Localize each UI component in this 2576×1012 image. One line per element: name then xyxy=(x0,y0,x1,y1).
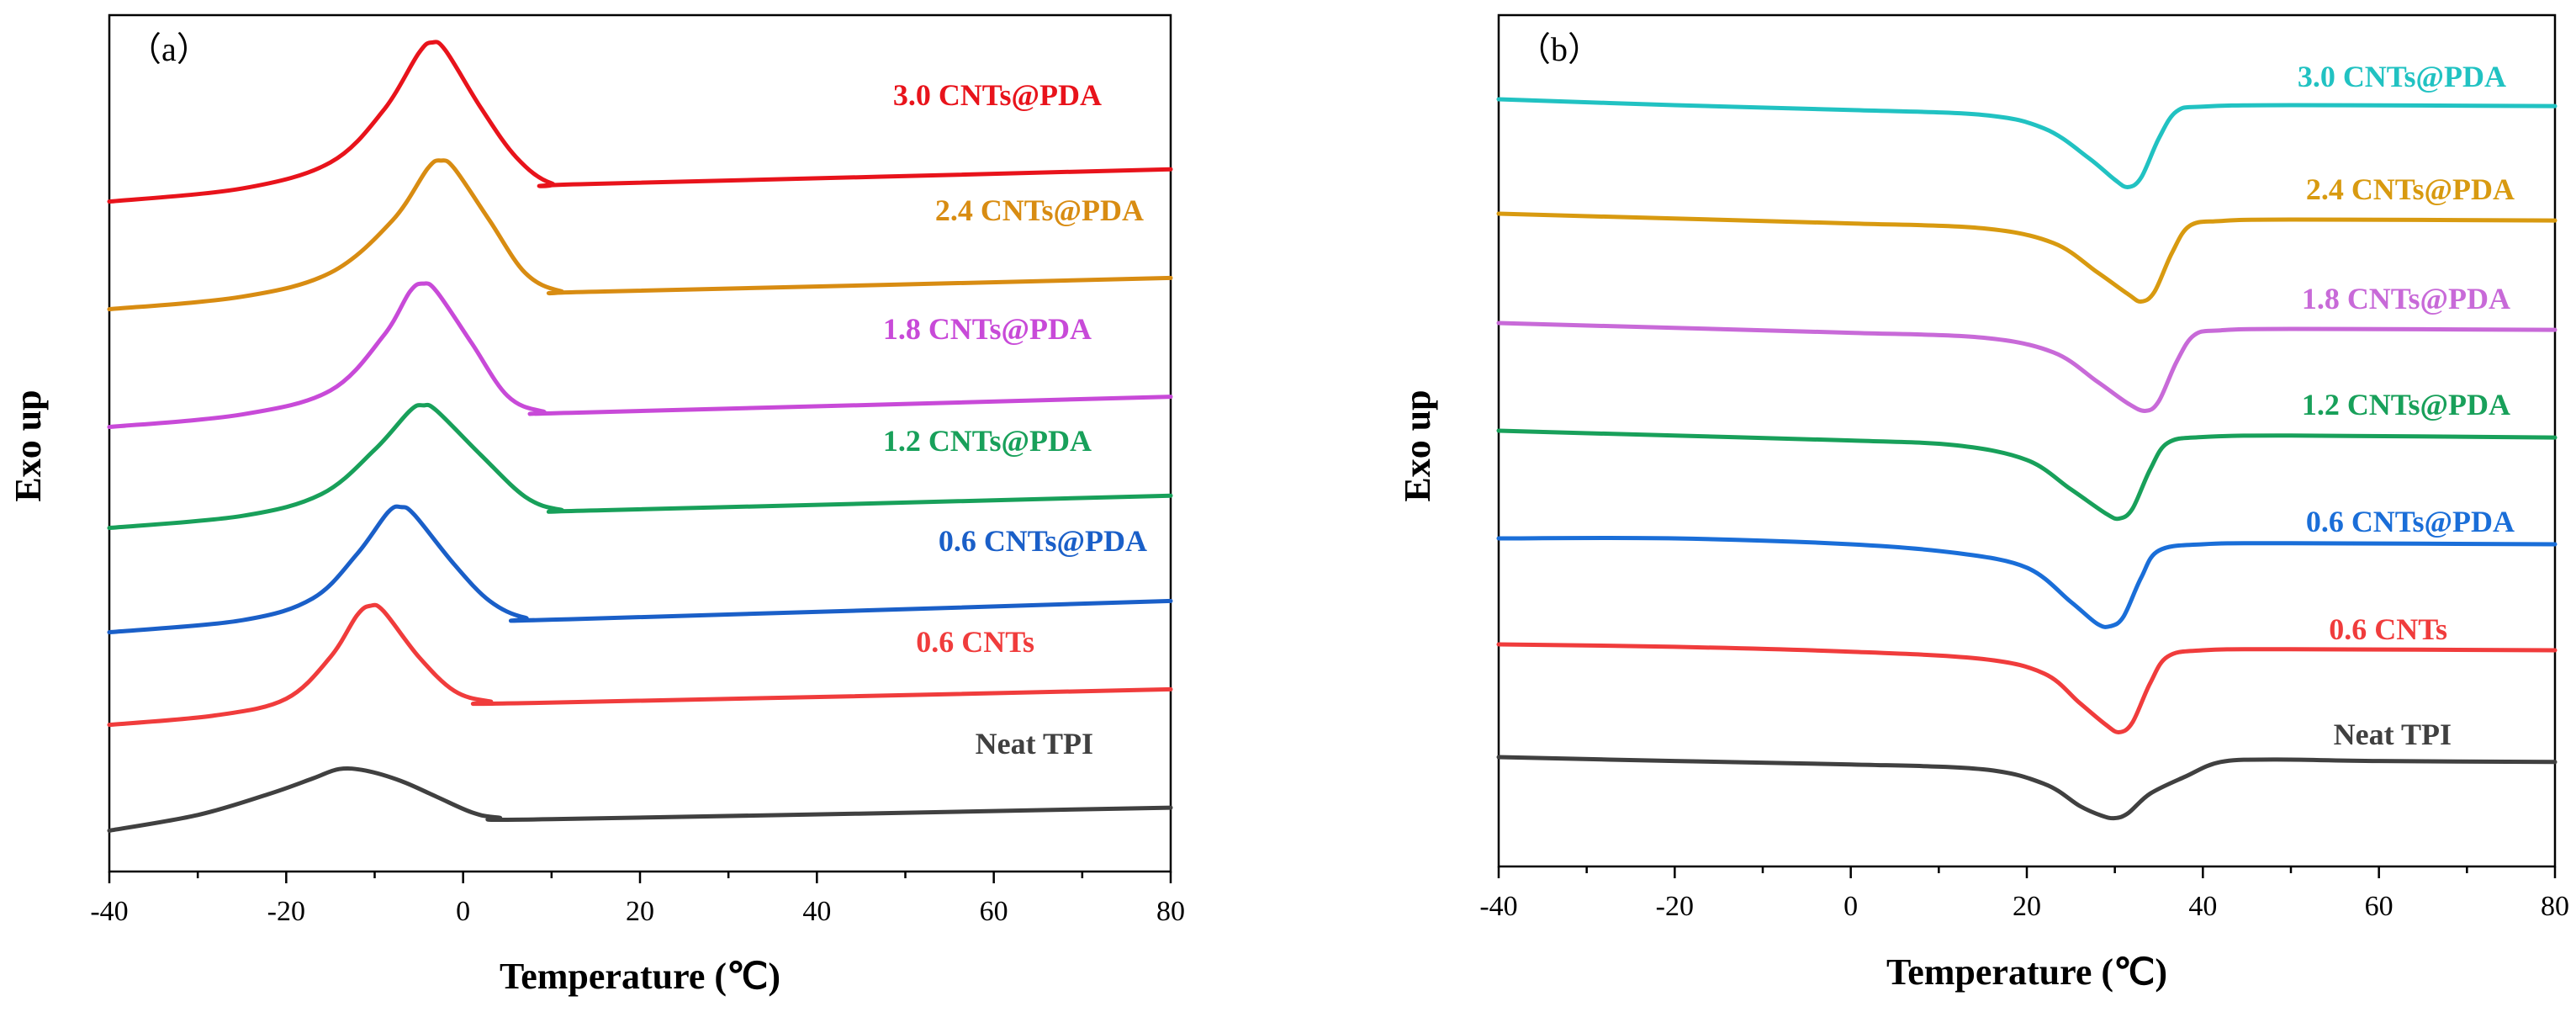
panel-b-series-line xyxy=(1496,97,2557,189)
panel-b-series-line xyxy=(1496,642,2557,734)
panel-b-series-label: 0.6 CNTs@PDA xyxy=(2306,505,2515,538)
panel-b-series-label: 1.8 CNTs@PDA xyxy=(2302,282,2510,315)
panel-b-x-tick-label: 80 xyxy=(2541,891,2569,922)
panel-b-series-line xyxy=(1496,535,2557,629)
panel-b-y-axis-title: Exo up xyxy=(1397,389,1438,501)
panel-a: （a） -40 -20 0 20 40 60 80 3.0 CNTs@PDA 2.4 CNTs… xyxy=(8,13,1185,997)
panel-b-series-label: 0.6 CNTs xyxy=(2329,612,2447,646)
panel-a-series-label: 3.0 CNTs@PDA xyxy=(893,78,1102,112)
panel-a-series-line xyxy=(107,402,1173,531)
panel-a-series-line xyxy=(107,766,1173,833)
panel-a-y-axis-title: Exo up xyxy=(8,389,49,501)
panel-a-x-tick-label: 60 xyxy=(980,896,1008,927)
panel-a-tick-labels: -40 -20 0 20 40 60 80 xyxy=(90,896,1185,927)
panel-b-ticks xyxy=(1497,866,2557,878)
panel-a-curves xyxy=(107,40,1173,833)
panel-a-series-line xyxy=(107,281,1173,430)
panel-b-tick-labels: -40 -20 0 20 40 60 80 xyxy=(1479,891,2569,922)
panel-b-series-line xyxy=(1496,211,2557,304)
panel-b-series-label: 3.0 CNTs@PDA xyxy=(2298,60,2506,93)
panel-b-x-tick-label: -40 xyxy=(1479,891,1517,922)
panel-b-series-label: Neat TPI xyxy=(2334,718,2452,751)
panel-b-series-line xyxy=(1496,321,2557,413)
panel-a-x-axis-title: Temperature (℃) xyxy=(500,956,780,997)
panel-b-x-tick-label: 40 xyxy=(2188,891,2217,922)
panel-a-series-label: 1.2 CNTs@PDA xyxy=(883,424,1092,458)
panel-a-x-tick-label: -40 xyxy=(90,896,128,927)
panel-b-series-label: 2.4 CNTs@PDA xyxy=(2306,172,2515,206)
panel-a-series-labels: 3.0 CNTs@PDA 2.4 CNTs@PDA 1.8 CNTs@PDA 1.2 … xyxy=(883,78,1147,760)
panel-a-x-tick-label: 0 xyxy=(456,896,470,927)
panel-b-series-line xyxy=(1496,755,2557,821)
panel-a-ticks xyxy=(108,872,1172,883)
panel-a-series-line xyxy=(107,40,1173,204)
panel-b-x-tick-label: 60 xyxy=(2365,891,2394,922)
panel-a-series-label: 1.8 CNTs@PDA xyxy=(883,312,1092,346)
panel-a-series-line xyxy=(107,158,1173,312)
panel-b-curves xyxy=(1496,97,2557,821)
panel-b-x-axis-title: Temperature (℃) xyxy=(1886,951,2167,993)
panel-a-series-label: 0.6 CNTs@PDA xyxy=(939,524,1147,558)
panel-b-x-tick-label: 20 xyxy=(2013,891,2041,922)
panel-a-x-tick-label: 80 xyxy=(1156,896,1185,927)
panel-a-series-line xyxy=(107,602,1173,728)
panel-a-x-tick-label: 20 xyxy=(626,896,654,927)
panel-a-series-label: 0.6 CNTs xyxy=(916,625,1034,659)
panel-a-label: （a） xyxy=(128,30,210,68)
panel-b-label: （b） xyxy=(1517,30,1601,68)
panel-b: （b） -40 -20 0 20 40 60 80 3.0 CNTs@PDA 2.4 CNTs… xyxy=(1397,13,2569,993)
panel-b-x-tick-label: 0 xyxy=(1843,891,1858,922)
panel-b-series-label: 1.2 CNTs@PDA xyxy=(2302,388,2510,421)
panel-a-x-tick-label: -20 xyxy=(267,896,305,927)
panel-b-x-tick-label: -20 xyxy=(1656,891,1694,922)
panel-a-x-tick-label: 40 xyxy=(802,896,831,927)
panel-b-series-line xyxy=(1496,428,2557,522)
panel-a-series-line xyxy=(107,504,1173,635)
panel-a-series-label: Neat TPI xyxy=(976,727,1093,760)
panel-b-series-labels: 3.0 CNTs@PDA 2.4 CNTs@PDA 1.8 CNTs@PDA 1.2 … xyxy=(2298,60,2515,751)
panel-a-series-label: 2.4 CNTs@PDA xyxy=(935,193,1144,227)
